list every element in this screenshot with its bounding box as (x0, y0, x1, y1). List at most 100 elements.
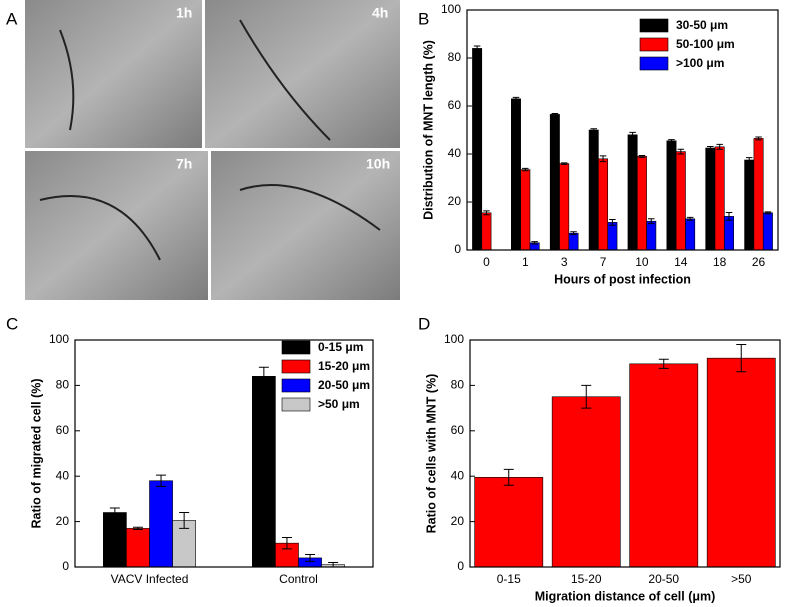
y-tick-label: 20 (56, 514, 70, 528)
x-tick-label: 15-20 (571, 572, 602, 586)
x-axis-title: Migration distance of cell (μm) (535, 589, 716, 603)
error-bar (725, 212, 733, 221)
x-axis-title: Hours of post infection (554, 272, 691, 286)
x-tick-label: 18 (713, 255, 727, 269)
time-label: 10h (366, 156, 390, 172)
y-tick-label: 60 (448, 98, 462, 112)
bar (474, 477, 544, 568)
bar (511, 98, 521, 251)
error-bar (512, 96, 520, 101)
bar (149, 480, 173, 568)
bar (705, 147, 716, 251)
micrograph (205, 0, 400, 148)
micrograph (211, 151, 400, 300)
micrograph (25, 151, 208, 300)
error-bar (560, 162, 568, 165)
y-tick-label: 80 (56, 378, 70, 392)
error-bar (716, 143, 723, 150)
bar (472, 48, 483, 251)
y-tick-label: 60 (56, 423, 70, 437)
error-bar (281, 536, 292, 550)
error-bar (531, 241, 538, 245)
x-tick-label: 20-50 (648, 572, 679, 586)
bar (588, 129, 599, 251)
legend-label: >100 μm (676, 56, 724, 70)
legend-swatch (281, 340, 311, 355)
bar (549, 114, 560, 251)
error-bar (109, 507, 120, 518)
bar (762, 212, 773, 251)
y-tick-label: 40 (451, 468, 465, 482)
error-bar (156, 474, 167, 487)
time-label: 7h (176, 156, 192, 172)
bar (714, 146, 725, 251)
bar (675, 151, 686, 251)
y-tick-label: 80 (448, 50, 462, 64)
y-tick-label: 0 (454, 242, 461, 256)
legend-label: 30-50 μm (676, 18, 728, 32)
error-bar (503, 468, 514, 486)
bar (520, 169, 531, 251)
error-bar (590, 128, 597, 132)
bar (724, 216, 734, 251)
time-label: 1h (176, 5, 192, 21)
y-tick-label: 100 (49, 332, 69, 346)
x-tick-label: 1 (522, 255, 529, 269)
y-axis-title: Distribution of MNT length (%) (421, 40, 435, 220)
legend-swatch (639, 56, 669, 71)
bar (646, 220, 657, 251)
legend-swatch (639, 37, 669, 52)
bar (685, 218, 696, 251)
error-bar (581, 384, 592, 409)
bar (666, 140, 677, 251)
plot-frame (469, 339, 781, 568)
error-bar (522, 167, 529, 172)
bar (706, 357, 776, 568)
time-label: 4h (372, 5, 388, 21)
legend-label: 0-15 μm (318, 340, 363, 354)
error-bar (677, 148, 685, 155)
bar (627, 134, 638, 251)
x-tick-label: 7 (600, 255, 607, 269)
error-bar (648, 218, 655, 225)
legend-label: 15-20 μm (318, 359, 370, 373)
bar (568, 232, 579, 251)
x-tick-label: 26 (752, 255, 766, 269)
y-tick-label: 40 (56, 468, 70, 482)
micrograph (25, 0, 202, 148)
bar (103, 512, 127, 568)
panel-letter: D (418, 314, 430, 333)
bar (744, 159, 755, 251)
y-axis-title: Ratio of migrated cell (%) (29, 378, 43, 528)
error-bar (668, 139, 675, 143)
bar (551, 396, 621, 568)
bar (598, 158, 609, 251)
error-bar (483, 210, 490, 216)
x-tick-label: 3 (561, 255, 568, 269)
legend-label: 50-100 μm (676, 37, 735, 51)
error-bar (179, 512, 190, 529)
x-tick-label: 0-15 (497, 572, 521, 586)
legend-swatch (281, 378, 311, 393)
bar (252, 376, 276, 568)
panel-letter: A (6, 9, 18, 28)
legend-swatch (281, 397, 311, 412)
legend-label: 20-50 μm (318, 378, 370, 392)
bar (753, 138, 764, 251)
y-tick-label: 100 (444, 332, 464, 346)
x-tick-label: VACV Infected (111, 572, 189, 586)
y-axis-title: Ratio of cells with MNT (%) (424, 374, 438, 534)
legend-label: >50 μm (318, 397, 360, 411)
error-bar (707, 146, 714, 150)
plot-frame (74, 339, 374, 568)
error-bar (686, 216, 694, 221)
error-bar (570, 231, 577, 236)
error-bar (305, 554, 316, 562)
error-bar (755, 136, 762, 141)
bar (629, 363, 699, 568)
error-bar (736, 344, 747, 373)
error-bar (599, 155, 607, 163)
x-tick-label: 14 (674, 255, 688, 269)
panel-letter: C (6, 314, 18, 333)
